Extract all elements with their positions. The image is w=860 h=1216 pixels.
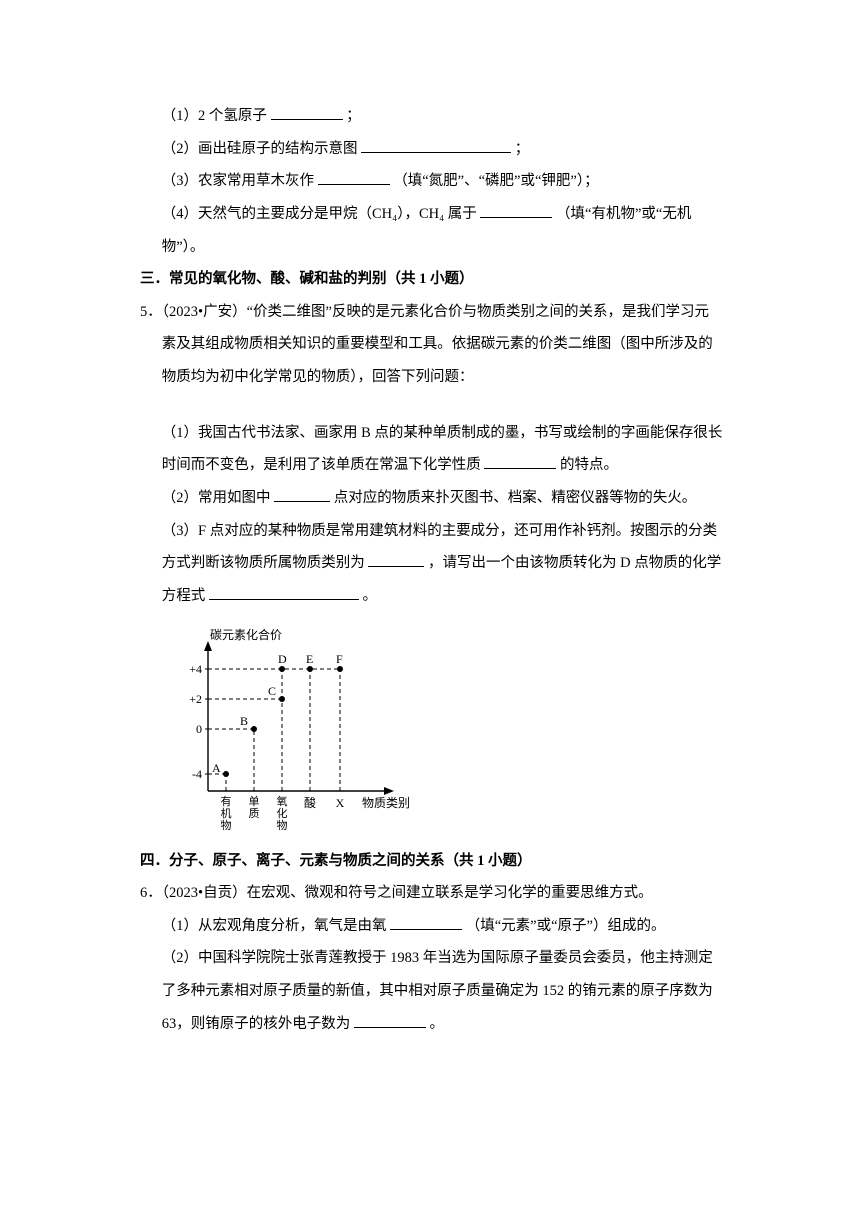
chart-svg: 碳元素化合价 +4 +2 0 -4 A B C D E F 有机物 单质 氧化物 酸 X 物质类别 [162,619,422,839]
q6-part2-line1: （2）中国科学院院士张青莲教授于 1983 年当选为国际原子量委员会委员，他主持… [140,942,730,975]
text: 方式判断该物质所属物质类别为 [162,555,369,571]
q5-part3-line1: （3）F 点对应的某种物质是常用建筑材料的主要成分，还可用作补钙剂。按图示的分类 [140,515,730,548]
q4-part2: （2）画出硅原子的结构示意图 ； [140,133,730,166]
valence-chart: 碳元素化合价 +4 +2 0 -4 A B C D E F 有机物 单质 氧化物 酸 X 物质类别 [162,619,730,839]
text: （4）天然气的主要成分是甲烷（CH₄），CH₄ 属于 [162,206,481,222]
svg-text:D: D [278,652,287,666]
svg-text:E: E [306,652,313,666]
svg-text:A: A [212,761,221,775]
blank[interactable] [390,914,462,930]
blank[interactable] [368,551,424,567]
section4-heading: 四．分子、原子、离子、元素与物质之间的关系（共 1 小题） [140,845,730,878]
text: （1）2 个氢原子 [162,108,271,124]
blank[interactable] [361,137,511,153]
q6-part1: （1）从宏观角度分析，氧气是由氧 （填“元素”或“原子”）组成的。 [140,910,730,943]
svg-text:X: X [335,796,344,810]
text: 点对应的物质来扑灭图书、档案、精密仪器等物的失火。 [334,490,697,506]
q5-part2: （2）常用如图中 点对应的物质来扑灭图书、档案、精密仪器等物的失火。 [140,482,730,515]
q6-stem: 6．（2023•自贡）在宏观、微观和符号之间建立联系是学习化学的重要思维方式。 [140,877,730,910]
svg-text:B: B [240,714,248,728]
blank[interactable] [480,202,552,218]
text: （3）农家常用草木灰作 [162,173,318,189]
blank[interactable] [271,104,343,120]
text: ； [346,108,361,124]
q6-part2-line2: 了多种元素相对原子质量的新值，其中相对原子质量确定为 152 的铕元素的原子序数… [140,975,730,1008]
svg-text:C: C [268,684,276,698]
blank[interactable] [318,169,390,185]
text: （填“元素”或“原子”）组成的。 [466,918,666,934]
svg-text:+2: +2 [189,692,202,706]
svg-text:-4: -4 [192,767,202,781]
q5-part1-line1: （1）我国古代书法家、画家用 B 点的某种单质制成的墨，书写或绘制的字画能保存很… [140,417,730,450]
q5-stem-line2: 素及其组成物质相关知识的重要模型和工具。依据碳元素的价类二维图（图中所涉及的 [140,328,730,361]
text: 的特点。 [560,457,618,473]
svg-text:+4: +4 [189,662,202,676]
blank[interactable] [209,584,359,600]
svg-text:碳元素化合价: 碳元素化合价 [210,627,282,642]
text: （填“有机物”或“无机 [556,206,691,222]
svg-text:0: 0 [196,722,202,736]
q5-stem-line1: 5．（2023•广安）“价类二维图”反映的是元素化合价与物质类别之间的关系，是我… [140,296,730,329]
svg-text:F: F [336,652,343,666]
text: 方程式 [162,588,209,604]
text: 63，则铕原子的核外电子数为 [162,1016,354,1032]
section3-heading: 三．常见的氧化物、酸、碱和盐的判别（共 1 小题） [140,263,730,296]
q5-part1-line2: 时间而不变色，是利用了该单质在常温下化学性质 的特点。 [140,449,730,482]
text: ，请写出一个由该物质转化为 D 点物质的化学 [428,555,721,571]
q5-stem-line3: 物质均为初中化学常见的物质），回答下列问题： [140,361,730,394]
text: （2）常用如图中 [162,490,274,506]
svg-text:酸: 酸 [304,795,316,810]
svg-text:氧化物: 氧化物 [276,794,287,832]
text: 。 [363,588,378,604]
text: 。 [430,1016,445,1032]
text: （1）从宏观角度分析，氧气是由氧 [162,918,390,934]
text: 时间而不变色，是利用了该单质在常温下化学性质 [162,457,485,473]
blank[interactable] [484,454,556,470]
q6-part2-line3: 63，则铕原子的核外电子数为 。 [140,1008,730,1041]
q5-part3-line3: 方程式 。 [140,580,730,613]
svg-text:物质类别: 物质类别 [362,796,410,810]
q4-part4-line1: （4）天然气的主要成分是甲烷（CH₄），CH₄ 属于 （填“有机物”或“无机 [140,198,730,231]
text: （填“氮肥”、“磷肥”或“钾肥”）； [393,173,598,189]
text: 物”）。 [162,239,205,255]
svg-text:单质: 单质 [248,795,259,820]
blank[interactable] [354,1012,426,1028]
blank[interactable] [274,486,330,502]
q5-part3-line2: 方式判断该物质所属物质类别为 ，请写出一个由该物质转化为 D 点物质的化学 [140,547,730,580]
svg-text:有机物: 有机物 [220,794,231,832]
q4-part1: （1）2 个氢原子 ； [140,100,730,133]
text: ； [515,141,530,157]
spacer [140,394,730,417]
q4-part4-line2: 物”）。 [140,231,730,264]
text: （2）画出硅原子的结构示意图 [162,141,361,157]
q4-part3: （3）农家常用草木灰作 （填“氮肥”、“磷肥”或“钾肥”）； [140,165,730,198]
